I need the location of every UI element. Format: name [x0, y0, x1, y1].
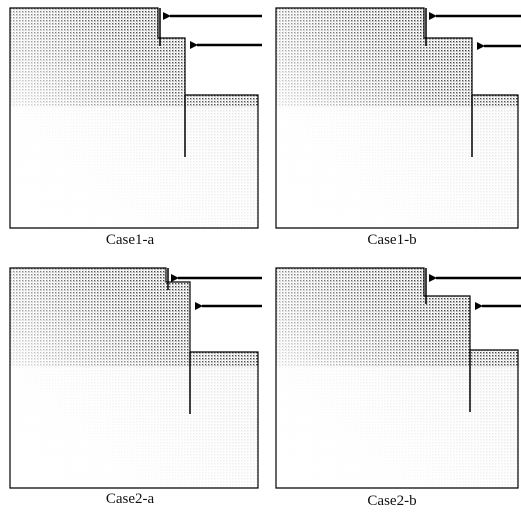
panel-label: Case2-a [106, 491, 155, 507]
panel [276, 8, 521, 228]
figure: Case1-a Case1-b Case2-a Case2-b [0, 0, 521, 512]
panel-label: Case1-a [106, 232, 155, 248]
fade-bottom [10, 107, 258, 228]
panel-label: Case1-b [367, 232, 416, 248]
panel-label: Case2-b [367, 493, 416, 509]
panel [276, 268, 521, 488]
fade-bottom [10, 367, 258, 488]
fade-bottom [276, 367, 518, 488]
panel [10, 268, 262, 488]
panel [10, 8, 262, 228]
fade-bottom [276, 107, 518, 228]
